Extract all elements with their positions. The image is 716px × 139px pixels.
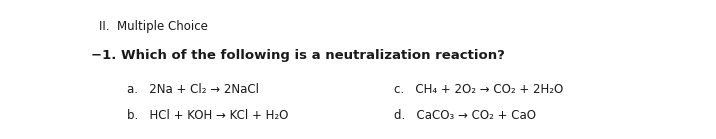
- Text: a.   2Na + Cl₂ → 2NaCl: a. 2Na + Cl₂ → 2NaCl: [127, 83, 259, 96]
- Text: d.   CaCO₃ → CO₂ + CaO: d. CaCO₃ → CO₂ + CaO: [394, 109, 536, 122]
- Text: c.   CH₄ + 2O₂ → CO₂ + 2H₂O: c. CH₄ + 2O₂ → CO₂ + 2H₂O: [394, 83, 563, 96]
- Text: II.  Multiple Choice: II. Multiple Choice: [100, 20, 208, 33]
- Text: −1. Which of the following is a neutralization reaction?: −1. Which of the following is a neutrali…: [91, 49, 505, 62]
- Text: b.   HCl + KOH → KCl + H₂O: b. HCl + KOH → KCl + H₂O: [127, 109, 289, 122]
